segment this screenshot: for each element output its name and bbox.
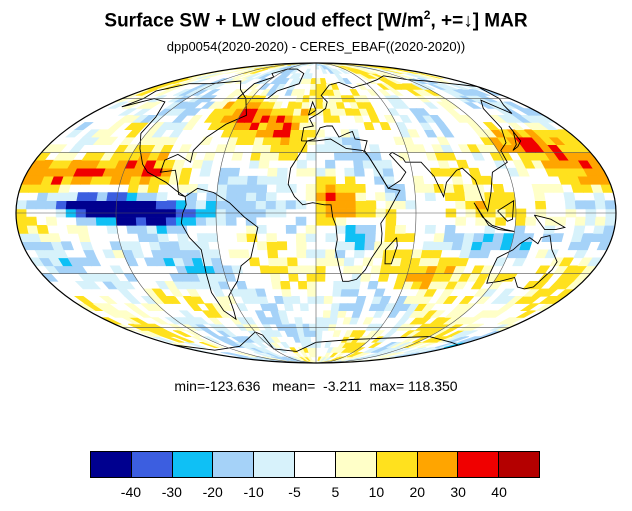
colorbar-tick-label: -30 — [161, 484, 182, 500]
coastline — [486, 235, 558, 290]
graticule — [16, 63, 616, 363]
plot-title: Surface SW + LW cloud effect [W/m2, +=↓]… — [0, 8, 632, 32]
colorbar-swatch — [335, 452, 377, 477]
colorbar-swatch — [499, 452, 539, 477]
cloud-effect-field — [16, 63, 616, 363]
coastline — [287, 138, 401, 282]
colorbar-swatch — [213, 452, 255, 477]
colorbar — [90, 451, 540, 478]
colorbar-swatch — [172, 452, 214, 477]
colorbar-swatch — [91, 452, 132, 477]
longitude-line — [115, 63, 317, 363]
colorbar-tick-label: -5 — [288, 484, 301, 500]
colorbar-tick-label: 30 — [450, 484, 466, 500]
colorbar-tick-label: -20 — [202, 484, 223, 500]
longitude-line — [315, 63, 517, 363]
title-rest: , +=↓] MAR — [430, 10, 528, 32]
coastline — [497, 199, 515, 222]
colorbar-swatch — [254, 452, 296, 477]
colorbar-swatch — [417, 452, 459, 477]
longitude-line — [315, 63, 417, 363]
title-superscript: 2 — [423, 8, 431, 22]
colorbar-swatch — [376, 452, 418, 477]
colorbar-tick-label: -10 — [243, 484, 264, 500]
field-statistics: min=-123.636 mean= -3.211 max= 118.350 — [174, 378, 458, 394]
colorbar-tick-label: -40 — [120, 484, 142, 500]
colorbar-tick-label: 5 — [331, 484, 340, 500]
coastline — [121, 80, 247, 198]
colorbar-swatch — [295, 452, 336, 477]
title-main: Surface SW + LW cloud effect [W/m — [104, 10, 424, 32]
plot-subtitle: dpp0054(2020-2020) - CERES_EBAF((2020-20… — [166, 39, 466, 54]
coastline — [533, 214, 567, 230]
globe-outline — [15, 62, 617, 364]
colorbar-tick-label: 40 — [491, 484, 507, 500]
coastline — [307, 100, 317, 116]
coastline — [180, 187, 259, 321]
colorbar-tick-label: 20 — [409, 484, 426, 500]
colorbar-swatch — [131, 452, 173, 477]
colorbar-swatch — [458, 452, 500, 477]
longitude-line — [215, 63, 317, 363]
coastline — [300, 75, 513, 213]
colorbar-tick-labels: -40 -30 -20 -10 -5 5 10 20 30 40 — [90, 484, 540, 502]
coastline — [508, 125, 522, 151]
coastline — [384, 237, 398, 265]
colorbar-tick-label: 10 — [368, 484, 385, 500]
